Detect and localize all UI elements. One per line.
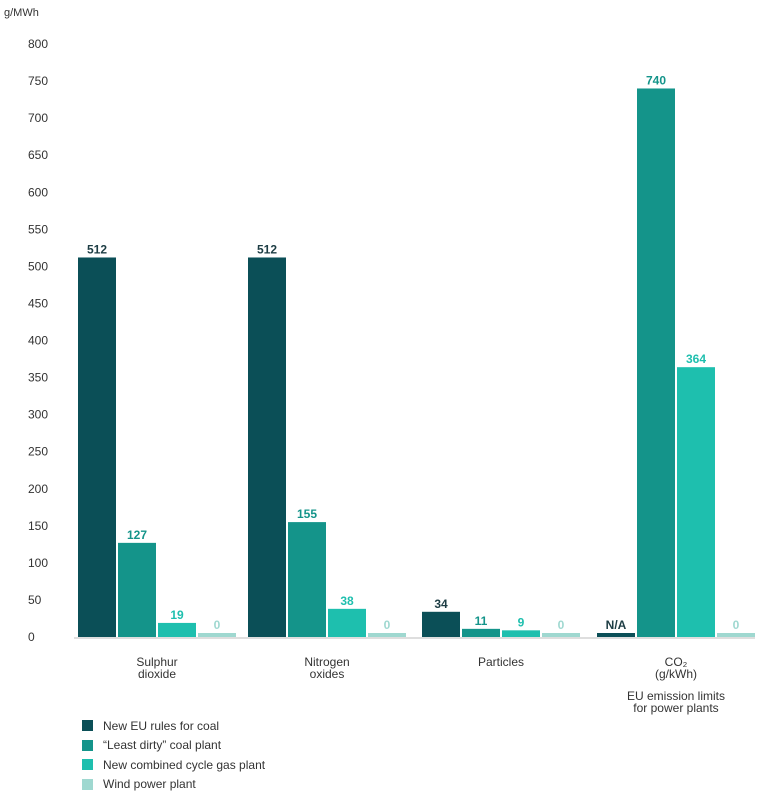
data-label: 0 [384, 618, 391, 632]
y-tick-label: 700 [28, 111, 48, 125]
data-label: 34 [434, 597, 448, 611]
bar [462, 628, 500, 637]
y-tick-label: 550 [28, 222, 48, 236]
legend-swatch [82, 759, 93, 771]
y-tick-label: 600 [28, 185, 48, 199]
legend-label: Wind power plant [103, 777, 196, 792]
legend-item: New EU rules for coal [82, 716, 265, 736]
legend-label: “Least dirty” coal plant [103, 738, 222, 753]
bar [288, 522, 326, 637]
y-tick-label: 200 [28, 482, 48, 496]
bar [328, 608, 366, 637]
legend-swatch [82, 778, 93, 790]
bar [597, 633, 635, 637]
y-tick-label: 450 [28, 296, 48, 310]
bar [368, 633, 406, 637]
annotation-text: do not cover CO₂ [630, 713, 722, 715]
bar [78, 257, 116, 637]
data-label: 155 [297, 507, 317, 521]
y-tick-label: 100 [28, 556, 48, 570]
bar [637, 88, 675, 638]
bar [542, 633, 580, 637]
legend-item: New combined cycle gas plant [82, 755, 265, 775]
data-label: 19 [170, 608, 184, 622]
data-label: 512 [257, 242, 277, 256]
legend: New EU rules for coal “Least dirty” coal … [82, 716, 265, 794]
y-tick-label: 250 [28, 445, 48, 459]
y-tick-label: 50 [28, 593, 42, 607]
category-label: dioxide [138, 667, 176, 681]
bar [422, 611, 460, 637]
legend-swatch [82, 739, 93, 751]
category-label: Sulphur [136, 655, 177, 669]
data-label: 0 [558, 618, 565, 632]
data-label: 38 [340, 594, 354, 608]
y-tick-label: 650 [28, 148, 48, 162]
data-label: 11 [475, 614, 488, 628]
bar [248, 257, 286, 637]
category-label: Nitrogen [304, 655, 349, 669]
y-tick-label: 750 [28, 74, 48, 88]
y-tick-label: 0 [28, 630, 35, 644]
bar [502, 630, 540, 637]
y-axis-label: g/MWh [4, 7, 39, 19]
y-tick-label: 350 [28, 371, 48, 385]
category-label: CO₂ [665, 655, 688, 669]
data-label: 740 [646, 73, 666, 87]
y-tick-label: 800 [28, 37, 48, 51]
annotation-text: EU emission limits [627, 689, 725, 703]
legend-label: New EU rules for coal [103, 718, 220, 733]
y-tick-label: 300 [28, 408, 48, 422]
data-label: 127 [127, 528, 147, 542]
bar [677, 367, 715, 637]
y-tick-label: 400 [28, 334, 48, 348]
data-label: 9 [518, 615, 525, 629]
category-label: (g/kWh) [655, 667, 697, 681]
bar [158, 622, 196, 637]
emissions-bar-chart: g/MWh 0 50 100 150 200 250 300 350 400 450 500 550 60… [4, 7, 755, 715]
annotation-text: for power plants [633, 701, 718, 715]
bar [198, 633, 236, 637]
data-label: N/A [606, 618, 627, 632]
legend-label: New combined cycle gas plant [103, 757, 266, 772]
y-tick-label: 150 [28, 519, 48, 533]
bar [118, 542, 156, 637]
category-label: Particles [478, 655, 524, 669]
data-label: 0 [733, 618, 740, 632]
y-tick-label: 500 [28, 259, 48, 273]
category-label: oxides [310, 667, 345, 681]
data-label: 512 [87, 242, 107, 256]
data-label: 0 [214, 618, 221, 632]
legend-item: “Least dirty” coal plant [82, 736, 265, 756]
data-label: 364 [686, 352, 706, 366]
bar [717, 633, 755, 637]
legend-item: Wind power plant [82, 775, 265, 795]
legend-swatch [82, 720, 93, 732]
